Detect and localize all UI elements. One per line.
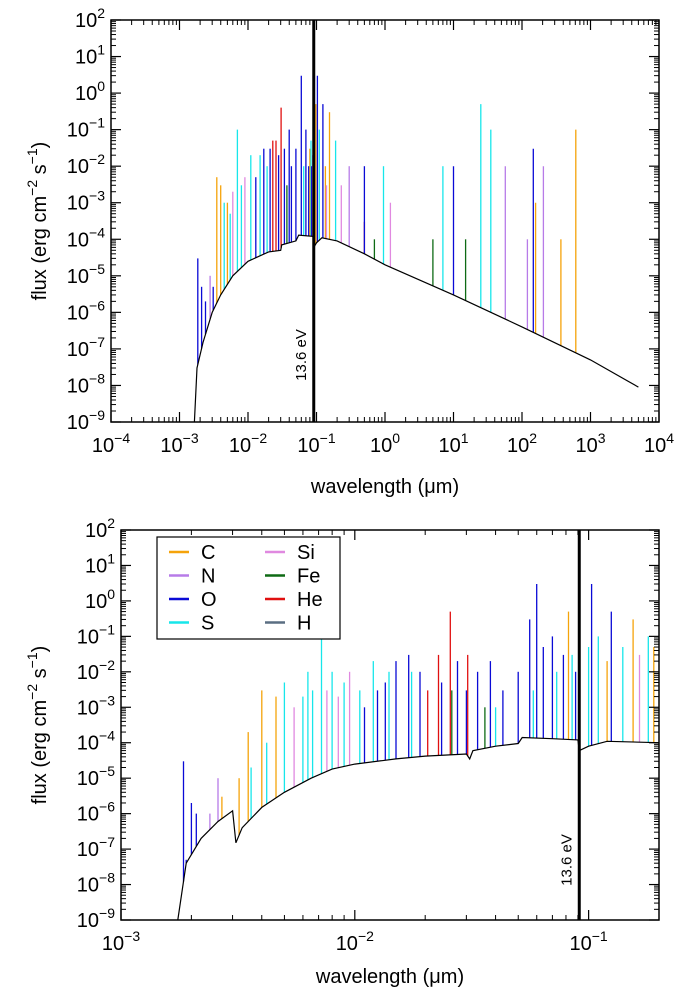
legend-label-Si: Si [297,542,315,564]
y-tick-label: 10−7 [67,334,105,361]
bottom-y-axis-label: flux (erg cm−2 s−1) [24,646,51,805]
top-x-axis-label: wavelength (μm) [310,476,459,498]
x-tick-label: 10−2 [229,430,267,457]
legend-label-S: S [201,613,214,635]
x-tick-label: 101 [438,430,468,457]
y-tick-label: 10−8 [67,370,105,397]
y-tick-label: 10−2 [67,151,105,178]
x-tick-label: 10−3 [102,928,140,955]
y-tick-label: 10−5 [77,763,115,790]
y-tick-label: 10−6 [67,297,105,324]
top-y-axis-label: flux (erg cm−2 s−1) [24,142,51,301]
top-axis-ticks: 10−4 10−3 10−2 10−1 100 101 102 103 104 10−9 10−8 1… [67,5,674,457]
x-tick-label: 10−3 [160,430,198,457]
legend-label-He: He [297,589,323,611]
bottom-plot-frame [120,529,660,921]
legend-label-C: C [201,542,215,564]
y-tick-label: 10−3 [67,188,105,215]
x-tick-label: 10−4 [92,430,130,457]
y-tick-label: 101 [75,42,105,69]
y-tick-label: 10−2 [77,657,115,684]
top-plot-frame [110,19,660,423]
y-tick-label: 10−5 [67,261,105,288]
y-tick-label: 10−4 [77,728,115,755]
y-tick-label: 10−6 [77,799,115,826]
top-13.6ev-label: 13.6 eV [293,329,310,381]
y-tick-label: 10−7 [77,834,115,861]
y-tick-label: 10−3 [77,692,115,719]
y-tick-label: 102 [75,5,105,32]
bottom-spectrum-panel: 10−3 10−2 10−1 10−9 10−8 10−7 10−6 10−5 10−4 10−3… [24,515,660,988]
bottom-plot-content [177,530,659,920]
top-plot-content [193,20,639,422]
continuum-curve [177,736,659,920]
y-tick-label: 100 [85,586,115,613]
x-tick-label: 102 [507,430,537,457]
x-tick-label: 10−1 [297,430,335,457]
x-tick-label: 10−2 [336,928,374,955]
bottom-x-axis-label: wavelength (μm) [315,966,464,988]
bottom-13.6ev-label: 13.6 eV [558,834,575,886]
legend-label-H: H [297,613,311,635]
y-tick-label: 10−8 [77,870,115,897]
x-tick-label: 100 [370,430,400,457]
y-tick-label: 100 [75,78,105,105]
continuum-curve [193,234,639,422]
top-spectrum-panel: 10−4 10−3 10−2 10−1 100 101 102 103 104 10−9 10−8 1… [24,5,674,498]
y-tick-label: 10−1 [77,621,115,648]
y-tick-label: 10−9 [67,407,105,434]
y-tick-label: 10−1 [67,115,105,142]
x-tick-label: 10−1 [570,928,608,955]
y-tick-label: 102 [85,515,115,542]
y-tick-label: 101 [85,550,115,577]
y-tick-label: 10−9 [77,905,115,932]
legend-label-Fe: Fe [297,566,320,588]
x-tick-label: 103 [575,430,605,457]
legend-label-N: N [201,566,215,588]
x-tick-label: 104 [644,430,674,457]
legend-label-O: O [201,589,217,611]
y-tick-label: 10−4 [67,224,105,251]
